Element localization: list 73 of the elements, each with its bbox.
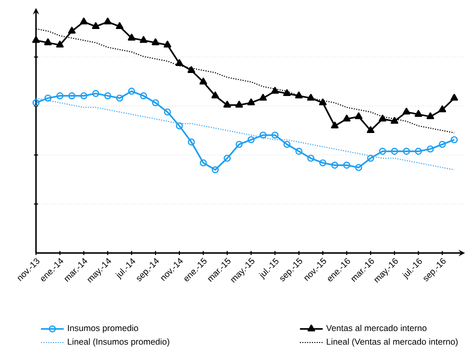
point — [236, 140, 243, 148]
point — [164, 108, 171, 116]
point — [224, 154, 231, 162]
point — [260, 132, 267, 139]
legend-label: Lineal (Ventas al mercado interno) — [326, 338, 458, 346]
point — [248, 136, 255, 144]
point — [211, 92, 220, 98]
point — [354, 112, 362, 120]
point — [200, 159, 207, 166]
point — [295, 92, 303, 98]
legend-label: Insumos promedio — [68, 324, 138, 333]
point — [188, 66, 196, 73]
legend-label: Lineal (Insumos promedio) — [68, 338, 170, 346]
point — [367, 154, 374, 162]
point — [342, 114, 351, 122]
point — [414, 148, 422, 155]
point — [32, 36, 40, 43]
point — [319, 98, 327, 106]
point — [414, 110, 422, 117]
point — [402, 108, 410, 115]
point — [92, 90, 100, 98]
point — [116, 22, 124, 30]
point — [152, 38, 160, 46]
point — [140, 92, 148, 100]
point — [319, 159, 326, 166]
point — [355, 164, 362, 172]
point — [426, 145, 434, 153]
point — [116, 94, 124, 102]
point — [164, 40, 172, 48]
point — [128, 88, 136, 95]
point — [271, 86, 279, 94]
point — [330, 122, 339, 128]
point — [426, 112, 434, 120]
point — [56, 92, 64, 100]
point — [343, 162, 350, 169]
point — [80, 18, 88, 24]
point — [176, 59, 184, 66]
point — [390, 148, 398, 155]
point — [379, 148, 386, 155]
point — [128, 34, 136, 41]
point — [200, 78, 208, 84]
point — [212, 166, 219, 174]
point — [104, 92, 112, 100]
point — [176, 122, 183, 130]
point — [68, 26, 76, 34]
point — [235, 100, 243, 108]
point — [104, 18, 112, 24]
point — [283, 89, 291, 96]
point — [271, 132, 279, 139]
point — [331, 162, 338, 169]
point — [438, 105, 446, 112]
point — [283, 140, 290, 148]
point — [247, 98, 255, 106]
point — [152, 99, 160, 106]
point — [223, 100, 232, 108]
point — [450, 94, 458, 101]
point — [259, 94, 267, 101]
point — [366, 126, 374, 134]
point — [307, 154, 314, 162]
point — [44, 38, 52, 46]
point — [295, 148, 302, 155]
point — [378, 114, 386, 122]
point — [68, 92, 76, 100]
point — [402, 148, 410, 155]
point — [140, 36, 148, 43]
legend-label: Ventas al mercado interno — [326, 324, 426, 332]
point — [56, 40, 64, 48]
point — [92, 22, 100, 30]
point — [438, 140, 446, 148]
point — [44, 94, 52, 102]
point — [80, 92, 88, 100]
point — [390, 116, 398, 124]
point — [188, 138, 195, 146]
